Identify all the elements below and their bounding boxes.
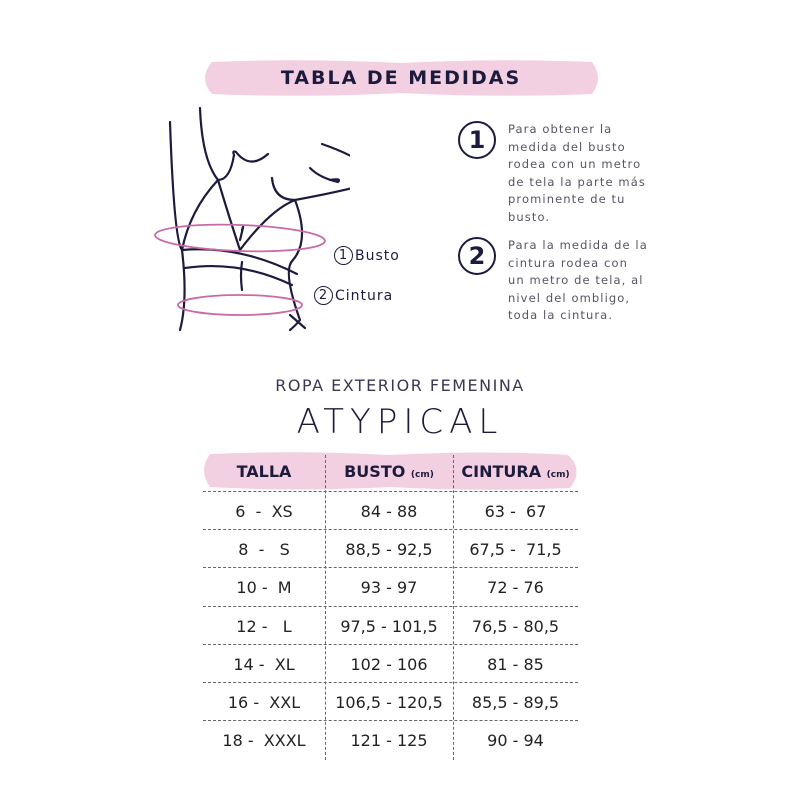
subtitle: ROPA EXTERIOR FEMENINA [275, 376, 525, 395]
header-brush [204, 452, 577, 490]
instruction-2: 2 Para la medida de la cintura rodea con… [458, 237, 648, 325]
body-illustration [154, 106, 350, 332]
table-cell: 72 - 76 [487, 578, 544, 598]
column-divider [325, 455, 326, 760]
instruction-1: 1 Para obtener la medida del busto rodea… [458, 121, 648, 226]
table-cell: 10 - M [236, 578, 292, 598]
column-header-talla: TALLA [236, 462, 292, 481]
table-cell: 90 - 94 [487, 731, 544, 751]
table-cell: 81 - 85 [487, 654, 544, 674]
table-cell: 6 - XS [235, 502, 293, 521]
table-cell: 85,5 - 89,5 [471, 693, 560, 712]
table-cell: 102 - 106 [350, 654, 428, 674]
label-cintura: 2 Cintura [314, 286, 393, 305]
table-cell: 88,5 - 92,5 [345, 540, 433, 560]
row-divider [203, 720, 578, 722]
table-cell: 106,5 - 120,5 [335, 693, 443, 712]
number-badge: 2 [314, 286, 333, 305]
title-banner: TABLA DE MEDIDAS [200, 58, 602, 98]
table-cell: 12 - L [236, 616, 292, 636]
step-text: Para obtener la medida del busto rodea c… [508, 122, 646, 224]
table-cell: 93 - 97 [360, 578, 418, 598]
table-cell: 8 - S [238, 540, 290, 560]
table-cell: 67,5 - 71,5 [469, 540, 562, 560]
label-text: Busto [355, 247, 400, 264]
table-cell: 97,5 - 101,5 [340, 616, 438, 636]
table-cell: 14 - XL [233, 654, 295, 674]
number-badge: 1 [334, 246, 353, 265]
page-title: TABLA DE MEDIDAS [280, 67, 522, 89]
table-cell: 16 - XXL [227, 693, 301, 712]
table-cell: 84 - 88 [360, 502, 418, 521]
row-divider [203, 567, 578, 569]
row-divider [203, 529, 578, 531]
row-divider [203, 491, 578, 492]
table-cell: 121 - 125 [350, 731, 428, 751]
column-header-cintura: CINTURA (cm) [461, 462, 570, 481]
table-cell: 63 - 67 [484, 502, 547, 521]
table-cell: 18 - XXXL [222, 731, 306, 751]
column-divider [453, 455, 454, 760]
label-text: Cintura [335, 287, 394, 304]
column-header-busto: BUSTO (cm) [344, 462, 434, 481]
row-divider [203, 643, 578, 645]
step-number: 1 [458, 121, 496, 159]
step-number: 2 [458, 237, 496, 275]
row-divider [203, 605, 578, 607]
brush-stroke [205, 60, 598, 96]
table-cell: 76,5 - 80,5 [471, 616, 560, 636]
brand-logo: ATYPICAL [296, 402, 504, 442]
step-text: Para la medida de la cintura rodea con u… [508, 238, 648, 322]
row-divider [203, 682, 578, 683]
label-busto: 1 Busto [334, 246, 400, 265]
